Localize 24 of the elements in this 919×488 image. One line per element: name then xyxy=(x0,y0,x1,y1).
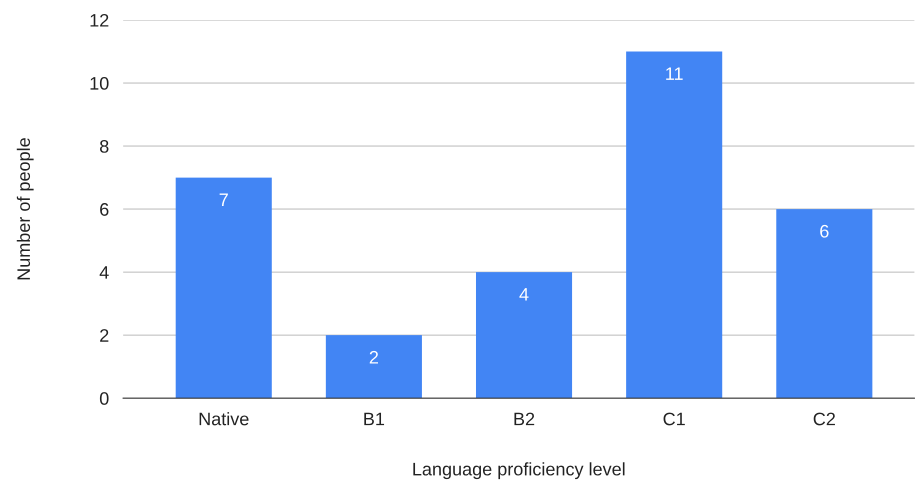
y-tick-label: 12 xyxy=(90,14,108,27)
y-tick-label: 0 xyxy=(100,392,109,405)
y-tick-label: 6 xyxy=(100,203,108,216)
x-tick-label: Native xyxy=(200,412,249,426)
bar xyxy=(776,209,872,398)
data-label: 11 xyxy=(666,67,683,80)
y-axis-title: Number of people xyxy=(16,138,34,280)
x-tick-label: B1 xyxy=(364,412,384,426)
y-tick-label: 2 xyxy=(100,329,108,342)
x-tick-label: C2 xyxy=(814,412,835,426)
x-tick-label: B2 xyxy=(514,412,534,426)
data-label: 6 xyxy=(820,224,829,238)
data-label: 7 xyxy=(220,194,228,206)
y-tick-label: 4 xyxy=(100,266,109,279)
bar xyxy=(626,52,722,398)
y-tick-label: 8 xyxy=(100,140,108,153)
x-tick-label: C1 xyxy=(664,412,685,426)
bar xyxy=(176,178,272,398)
data-label: 4 xyxy=(519,288,529,301)
x-axis-title: Language proficiency level xyxy=(413,462,624,480)
y-tick-label: 10 xyxy=(90,76,109,90)
data-label: 2 xyxy=(370,350,378,364)
bar xyxy=(326,335,422,398)
bar xyxy=(476,272,572,398)
